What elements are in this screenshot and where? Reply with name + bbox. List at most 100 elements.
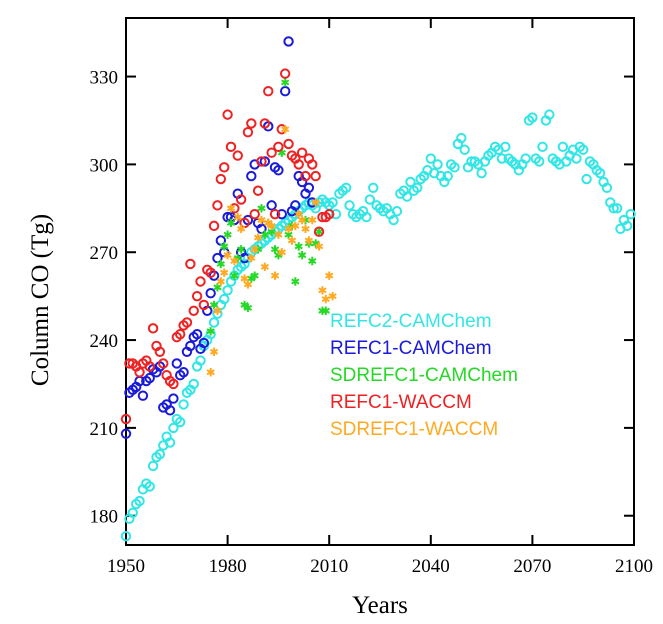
data-point bbox=[185, 340, 196, 352]
data-point bbox=[412, 182, 423, 194]
data-point bbox=[168, 393, 179, 404]
data-point bbox=[213, 283, 222, 292]
legend: REFC2-CAMChem REFC1-CAMChem SDREFC1-CAMChe… bbox=[330, 311, 518, 440]
data-point bbox=[188, 378, 199, 390]
data-point bbox=[293, 159, 304, 170]
data-point bbox=[279, 68, 291, 79]
legend-entry: REFC1-WACCM bbox=[330, 392, 472, 413]
data-point bbox=[314, 242, 324, 251]
data-point bbox=[222, 285, 233, 296]
data-point bbox=[206, 368, 215, 377]
data-point bbox=[625, 208, 636, 220]
data-point bbox=[216, 259, 225, 269]
data-point bbox=[147, 323, 159, 334]
x-tick-label: 2010 bbox=[310, 556, 348, 577]
data-point bbox=[476, 167, 487, 179]
data-point bbox=[226, 204, 236, 213]
data-point bbox=[191, 329, 203, 340]
data-point bbox=[259, 118, 271, 129]
data-point bbox=[301, 224, 310, 233]
data-point bbox=[198, 299, 210, 311]
data-point bbox=[257, 204, 266, 213]
data-point bbox=[307, 159, 318, 170]
data-point bbox=[308, 256, 317, 266]
data-point bbox=[137, 390, 149, 401]
data-point bbox=[230, 271, 239, 280]
data-point bbox=[209, 300, 219, 310]
data-point bbox=[185, 258, 196, 270]
data-point bbox=[279, 85, 291, 97]
data-point bbox=[294, 209, 303, 219]
data-point bbox=[154, 449, 166, 460]
data-point bbox=[527, 112, 538, 123]
data-point bbox=[134, 367, 145, 378]
data-point bbox=[252, 185, 264, 196]
data-point bbox=[243, 280, 253, 289]
data-point bbox=[212, 200, 223, 211]
data-point bbox=[144, 481, 155, 492]
data-point bbox=[368, 182, 379, 194]
data-point bbox=[340, 182, 352, 194]
data-point bbox=[256, 156, 267, 167]
data-point bbox=[164, 405, 176, 416]
data-point bbox=[120, 428, 132, 439]
data-point bbox=[174, 329, 186, 340]
data-point bbox=[314, 227, 324, 236]
data-point bbox=[270, 271, 280, 280]
data-point bbox=[283, 138, 294, 150]
data-point bbox=[188, 305, 199, 316]
data-point bbox=[198, 337, 210, 349]
data-point bbox=[290, 200, 301, 211]
data-point bbox=[328, 291, 337, 301]
data-point bbox=[557, 141, 569, 153]
data-point bbox=[253, 233, 263, 242]
legend-entry: SDREFC1-CAMChem bbox=[330, 365, 518, 386]
data-point bbox=[311, 198, 320, 207]
data-point bbox=[237, 245, 246, 254]
data-point bbox=[246, 118, 257, 129]
data-point bbox=[232, 150, 243, 161]
data-point bbox=[195, 355, 206, 366]
data-point bbox=[284, 224, 293, 233]
data-point bbox=[233, 212, 242, 222]
data-point bbox=[242, 126, 254, 138]
data-point bbox=[276, 208, 287, 220]
data-point bbox=[263, 85, 274, 97]
data-point bbox=[310, 170, 321, 182]
y-tick-label: 180 bbox=[90, 507, 119, 528]
data-point bbox=[405, 176, 416, 188]
data-point bbox=[571, 153, 582, 164]
data-point bbox=[291, 221, 300, 231]
data-point bbox=[168, 422, 179, 434]
data-point bbox=[273, 141, 284, 153]
data-point bbox=[537, 141, 548, 153]
data-point bbox=[325, 271, 334, 280]
data-point bbox=[449, 162, 460, 173]
data-point bbox=[178, 367, 189, 378]
data-point bbox=[181, 317, 193, 328]
data-point bbox=[281, 78, 290, 87]
data-point bbox=[134, 495, 145, 507]
data-point bbox=[219, 293, 230, 305]
legend-entry: REFC2-CAMChem bbox=[330, 311, 492, 332]
data-point bbox=[154, 346, 166, 357]
data-point bbox=[294, 242, 303, 251]
data-point bbox=[206, 327, 215, 336]
data-point bbox=[147, 460, 159, 472]
data-point bbox=[208, 317, 220, 328]
data-point bbox=[259, 156, 271, 167]
data-point bbox=[391, 206, 403, 217]
data-point bbox=[249, 208, 260, 220]
series-3 bbox=[120, 68, 335, 425]
data-point bbox=[459, 144, 470, 155]
data-point bbox=[220, 242, 229, 251]
legend-entry: SDREFC1-WACCM bbox=[330, 419, 498, 440]
data-point bbox=[246, 170, 257, 182]
data-point bbox=[120, 413, 132, 425]
data-point bbox=[257, 215, 266, 225]
y-tick-label: 270 bbox=[90, 243, 119, 264]
legend-entry: REFC1-CAMChem bbox=[330, 338, 492, 359]
data-point bbox=[303, 182, 315, 194]
data-point bbox=[324, 208, 335, 220]
